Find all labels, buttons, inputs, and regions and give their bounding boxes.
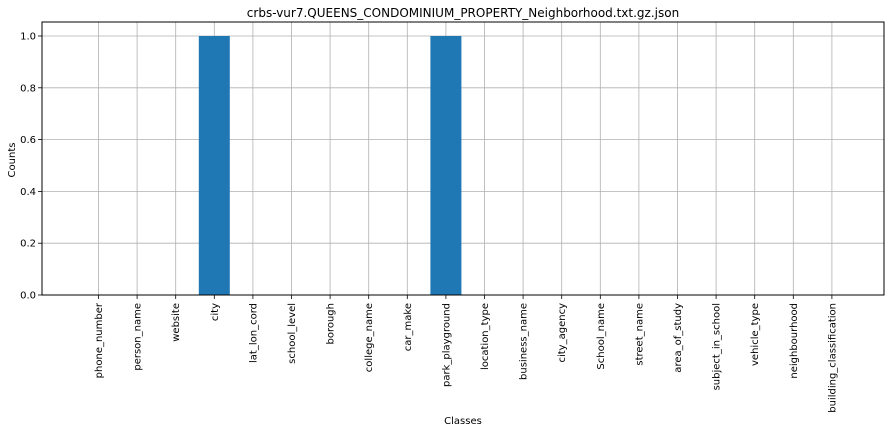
- x-tick-label: school_level: [287, 303, 298, 364]
- bars: [198, 36, 462, 295]
- bar-city: [198, 36, 230, 295]
- y-tick-label: 0.4: [20, 187, 36, 198]
- x-axis-label: Classes: [444, 416, 482, 427]
- y-tick-label: 0.0: [20, 291, 36, 302]
- x-tick-label: building_classification: [827, 303, 838, 413]
- x-tick-label: city_agency: [557, 303, 568, 363]
- x-tick-label: subject_in_school: [712, 303, 723, 390]
- y-axis-ticks: 0.0 0.2 0.4 0.6 0.8 1.0: [20, 32, 42, 302]
- x-tick-label: website: [171, 303, 182, 342]
- x-tick-label: park_playground: [441, 303, 452, 387]
- x-tick-label: vehicle_type: [750, 303, 761, 366]
- x-tick-label: business_name: [519, 303, 530, 380]
- x-tick-label: college_name: [364, 303, 375, 372]
- y-axis-label: Counts: [7, 143, 18, 178]
- y-tick-label: 0.2: [20, 239, 36, 250]
- y-tick-label: 0.8: [20, 83, 36, 94]
- x-tick-label: person_name: [133, 303, 144, 371]
- x-tick-label: area_of_study: [673, 303, 684, 373]
- x-tick-label: city: [210, 303, 221, 321]
- x-tick-label: lat_lon_cord: [248, 303, 259, 363]
- y-tick-label: 0.6: [20, 135, 36, 146]
- x-tick-label: location_type: [480, 303, 491, 370]
- x-tick-label: car_make: [403, 303, 414, 351]
- x-tick-label: School_name: [596, 303, 607, 370]
- x-axis-ticks: phone_number person_name website city lat_lo…: [94, 295, 838, 413]
- chart-title: crbs-vur7.QUEENS_CONDOMINIUM_PROPERTY_Ne…: [247, 6, 679, 20]
- bar-park-playground: [430, 36, 462, 295]
- x-tick-label: phone_number: [94, 302, 105, 378]
- x-tick-label: borough: [326, 303, 337, 345]
- x-tick-label: street_name: [634, 303, 645, 366]
- y-tick-label: 1.0: [20, 32, 36, 43]
- grid-lines: [42, 22, 884, 296]
- plot-frame: [41, 21, 885, 296]
- x-tick-label: neighbourhood: [789, 303, 800, 379]
